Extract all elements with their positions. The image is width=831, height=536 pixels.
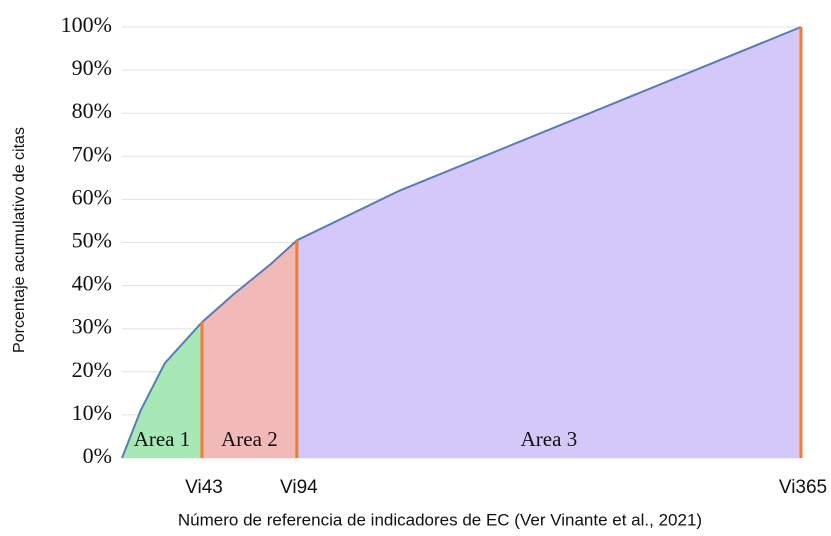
y-tick-label: 30% bbox=[72, 314, 112, 339]
area-region bbox=[122, 322, 202, 458]
area-region bbox=[201, 240, 297, 458]
area-region bbox=[296, 27, 801, 458]
area-label: Area 2 bbox=[221, 427, 278, 451]
area-label: Area 1 bbox=[134, 427, 191, 451]
cumulative-line bbox=[121, 26, 802, 459]
y-tick-label: 0% bbox=[83, 443, 112, 468]
x-tick-label: Vi43 bbox=[185, 477, 223, 498]
area-label: Area 3 bbox=[521, 427, 578, 451]
y-tick-label: 50% bbox=[72, 228, 112, 253]
y-tick-label: 20% bbox=[72, 357, 112, 382]
y-tick-label: 90% bbox=[72, 55, 112, 80]
y-axis-label: Porcentaje acumulativo de citas bbox=[11, 127, 28, 353]
x-tick-label: Vi365 bbox=[779, 477, 827, 498]
x-tick-label: Vi94 bbox=[280, 477, 318, 498]
y-tick-label: 60% bbox=[72, 184, 112, 209]
x-axis-label: Número de referencia de indicadores de E… bbox=[178, 510, 702, 529]
y-tick-label: 40% bbox=[72, 271, 112, 296]
y-tick-label: 80% bbox=[72, 98, 112, 123]
y-tick-label: 100% bbox=[61, 12, 112, 37]
y-tick-label: 70% bbox=[72, 141, 112, 166]
y-tick-label: 10% bbox=[72, 400, 112, 425]
